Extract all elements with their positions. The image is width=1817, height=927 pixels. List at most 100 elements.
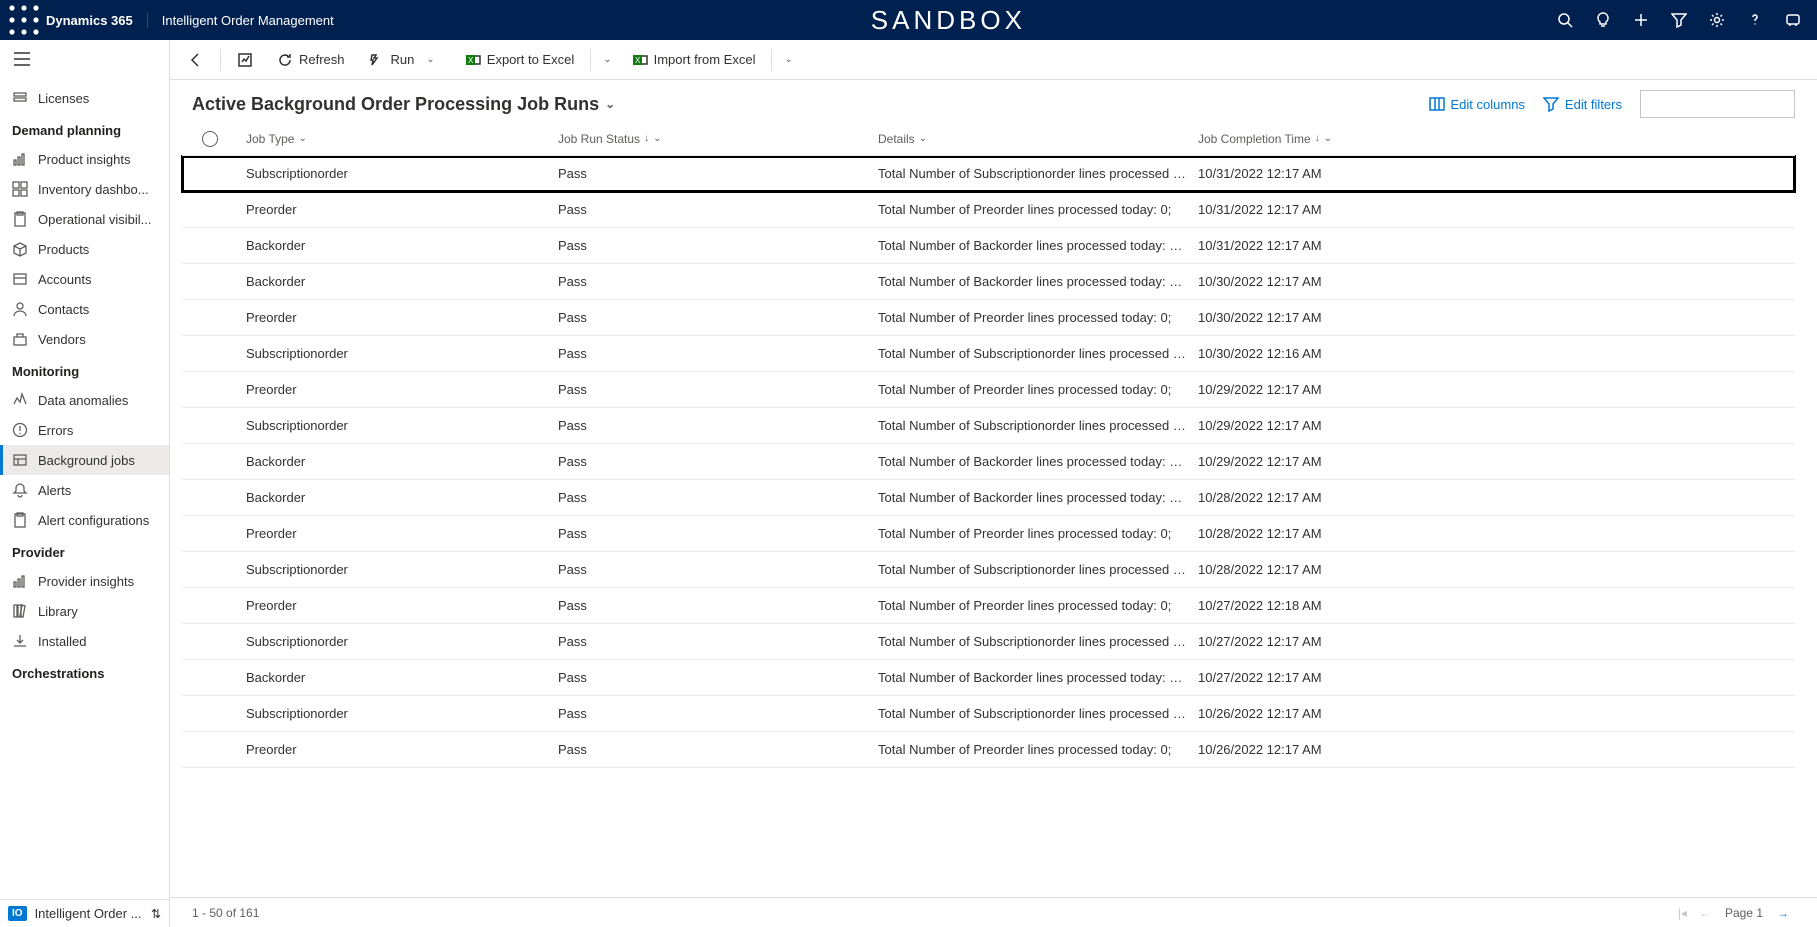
nav-item-accounts[interactable]: Accounts: [0, 264, 169, 294]
app-footer-label: Intelligent Order ...: [35, 906, 143, 921]
nav-group-header: Demand planning: [0, 113, 169, 144]
filter-icon[interactable]: [1663, 4, 1695, 36]
nav-item-alerts[interactable]: Alerts: [0, 475, 169, 505]
nav-item-alert-configurations[interactable]: Alert configurations: [0, 505, 169, 535]
grid-row[interactable]: Subscriptionorder Pass Total Number of S…: [182, 156, 1795, 192]
grid-row[interactable]: Preorder Pass Total Number of Preorder l…: [182, 372, 1795, 408]
import-chevron-icon[interactable]: ⌄: [778, 54, 798, 65]
search-icon[interactable]: [1549, 4, 1581, 36]
help-icon[interactable]: [1739, 4, 1771, 36]
grid-row[interactable]: Preorder Pass Total Number of Preorder l…: [182, 732, 1795, 768]
licenses-icon: [12, 90, 28, 106]
library-icon: [12, 603, 28, 619]
error-icon: [12, 422, 28, 438]
export-chevron-icon[interactable]: ⌄: [597, 54, 617, 65]
assistant-icon[interactable]: [1777, 4, 1809, 36]
record-range-label: 1 - 50 of 161: [192, 906, 259, 920]
back-button[interactable]: [178, 44, 214, 76]
grid-row[interactable]: Backorder Pass Total Number of Backorder…: [182, 228, 1795, 264]
cell-jobtype: Backorder: [238, 670, 558, 685]
cell-time: 10/27/2022 12:17 AM: [1198, 634, 1795, 649]
nav-item-installed[interactable]: Installed: [0, 626, 169, 656]
app-name-label[interactable]: Intelligent Order Management: [148, 13, 348, 28]
grid-row[interactable]: Backorder Pass Total Number of Backorder…: [182, 444, 1795, 480]
nav-collapse-icon[interactable]: [0, 40, 169, 83]
bell-icon: [12, 482, 28, 498]
cell-status: Pass: [558, 598, 878, 613]
cell-jobtype: Subscriptionorder: [238, 166, 558, 181]
cell-details: Total Number of Preorder lines processed…: [878, 526, 1198, 541]
cell-status: Pass: [558, 202, 878, 217]
edit-columns-button[interactable]: Edit columns: [1429, 96, 1525, 112]
page-first-button[interactable]: |◂: [1672, 906, 1693, 920]
top-bar: Dynamics 365 Intelligent Order Managemen…: [0, 0, 1817, 40]
grid-row[interactable]: Subscriptionorder Pass Total Number of S…: [182, 624, 1795, 660]
refresh-button[interactable]: Refresh: [267, 44, 355, 76]
app-launcher-icon[interactable]: [8, 4, 40, 36]
nav-item-provider-insights[interactable]: Provider insights: [0, 566, 169, 596]
person-icon: [12, 301, 28, 317]
grid-row[interactable]: Preorder Pass Total Number of Preorder l…: [182, 516, 1795, 552]
cell-status: Pass: [558, 238, 878, 253]
nav-item-contacts[interactable]: Contacts: [0, 294, 169, 324]
cell-time: 10/28/2022 12:17 AM: [1198, 526, 1795, 541]
settings-icon[interactable]: [1701, 4, 1733, 36]
grid-row[interactable]: Backorder Pass Total Number of Backorder…: [182, 480, 1795, 516]
grid-row[interactable]: Subscriptionorder Pass Total Number of S…: [182, 408, 1795, 444]
cell-status: Pass: [558, 454, 878, 469]
cell-jobtype: Preorder: [238, 742, 558, 757]
nav-item-data-anomalies[interactable]: Data anomalies: [0, 385, 169, 415]
nav-item-products[interactable]: Products: [0, 234, 169, 264]
nav-item-operational-visibil-[interactable]: Operational visibil...: [0, 204, 169, 234]
cell-jobtype: Subscriptionorder: [238, 346, 558, 361]
header-jobtype[interactable]: Job Type⌄: [238, 132, 558, 146]
app-switcher[interactable]: IO Intelligent Order ... ⇅: [0, 899, 169, 927]
import-excel-button[interactable]: XImport from Excel: [622, 44, 766, 76]
plus-icon[interactable]: [1625, 4, 1657, 36]
nav-item-library[interactable]: Library: [0, 596, 169, 626]
cell-status: Pass: [558, 418, 878, 433]
quick-find-input[interactable]: [1640, 90, 1795, 118]
main-pane: Refresh Run⌄ XExport to Excel ⌄ XImport …: [170, 40, 1817, 927]
lightbulb-icon[interactable]: [1587, 4, 1619, 36]
cell-time: 10/31/2022 12:17 AM: [1198, 166, 1795, 181]
edit-filters-button[interactable]: Edit filters: [1543, 96, 1622, 112]
grid-row[interactable]: Preorder Pass Total Number of Preorder l…: [182, 588, 1795, 624]
nav-item-licenses[interactable]: Licenses: [0, 83, 169, 113]
grid-row[interactable]: Preorder Pass Total Number of Preorder l…: [182, 300, 1795, 336]
page-prev-button[interactable]: ←: [1693, 906, 1717, 920]
grid-row[interactable]: Backorder Pass Total Number of Backorder…: [182, 264, 1795, 300]
nav-item-errors[interactable]: Errors: [0, 415, 169, 445]
left-nav: LicensesDemand planning Product insights…: [0, 40, 170, 927]
brand-label[interactable]: Dynamics 365: [40, 13, 148, 28]
grid-row[interactable]: Subscriptionorder Pass Total Number of S…: [182, 336, 1795, 372]
header-details[interactable]: Details⌄: [878, 132, 1198, 146]
cell-jobtype: Subscriptionorder: [238, 634, 558, 649]
grid-header: Job Type⌄ Job Run Status↓⌄ Details⌄ Job …: [182, 122, 1795, 156]
cell-details: Total Number of Subscriptionorder lines …: [878, 418, 1198, 433]
cell-jobtype: Backorder: [238, 454, 558, 469]
nav-item-product-insights[interactable]: Product insights: [0, 144, 169, 174]
cell-details: Total Number of Subscriptionorder lines …: [878, 562, 1198, 577]
nav-item-background-jobs[interactable]: Background jobs: [0, 445, 169, 475]
cell-time: 10/26/2022 12:17 AM: [1198, 742, 1795, 757]
export-excel-button[interactable]: XExport to Excel: [455, 44, 584, 76]
jobs-icon: [12, 452, 28, 468]
cell-jobtype: Preorder: [238, 598, 558, 613]
grid-row[interactable]: Subscriptionorder Pass Total Number of S…: [182, 552, 1795, 588]
header-time[interactable]: Job Completion Time↓⌄: [1198, 132, 1795, 146]
nav-item-inventory-dashbo-[interactable]: Inventory dashbo...: [0, 174, 169, 204]
page-next-button[interactable]: →: [1771, 906, 1795, 920]
grid-row[interactable]: Subscriptionorder Pass Total Number of S…: [182, 696, 1795, 732]
chart-button[interactable]: [227, 44, 263, 76]
select-all-checkbox[interactable]: [202, 131, 218, 147]
cell-details: Total Number of Backorder lines processe…: [878, 274, 1198, 289]
run-button[interactable]: Run⌄: [359, 44, 451, 76]
view-selector[interactable]: Active Background Order Processing Job R…: [192, 94, 615, 115]
cell-details: Total Number of Preorder lines processed…: [878, 598, 1198, 613]
cell-jobtype: Preorder: [238, 310, 558, 325]
header-status[interactable]: Job Run Status↓⌄: [558, 132, 878, 146]
nav-item-vendors[interactable]: Vendors: [0, 324, 169, 354]
grid-row[interactable]: Backorder Pass Total Number of Backorder…: [182, 660, 1795, 696]
grid-row[interactable]: Preorder Pass Total Number of Preorder l…: [182, 192, 1795, 228]
